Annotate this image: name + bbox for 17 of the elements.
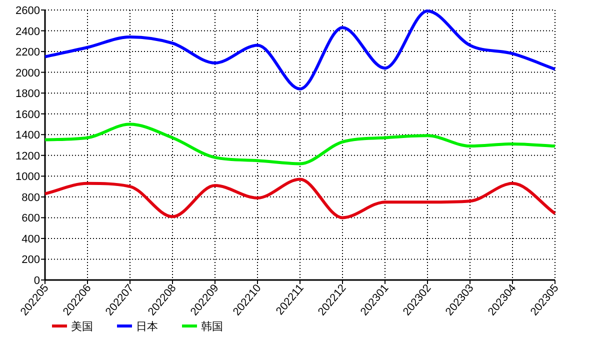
y-tick-label: 0 [34,275,40,287]
y-tick-label: 800 [22,192,40,204]
y-tick-label: 1400 [16,130,40,142]
y-tick-label: 2000 [16,67,40,80]
y-tick-label: 600 [22,212,40,225]
y-tick-label: 1800 [16,88,40,100]
y-tick-label: 2400 [16,26,40,38]
legend-label: 日本 [136,320,158,333]
y-tick-label: 1000 [16,171,40,184]
y-tick-label: 1600 [16,108,40,121]
y-tick-label: 2600 [16,5,40,17]
y-tick-label: 2200 [16,46,40,59]
legend-label: 美国 [71,320,93,333]
y-tick-label: 400 [22,233,40,246]
legend-label: 韩国 [201,320,223,333]
y-tick-label: 200 [22,254,40,266]
y-tick-label: 1200 [16,150,40,162]
